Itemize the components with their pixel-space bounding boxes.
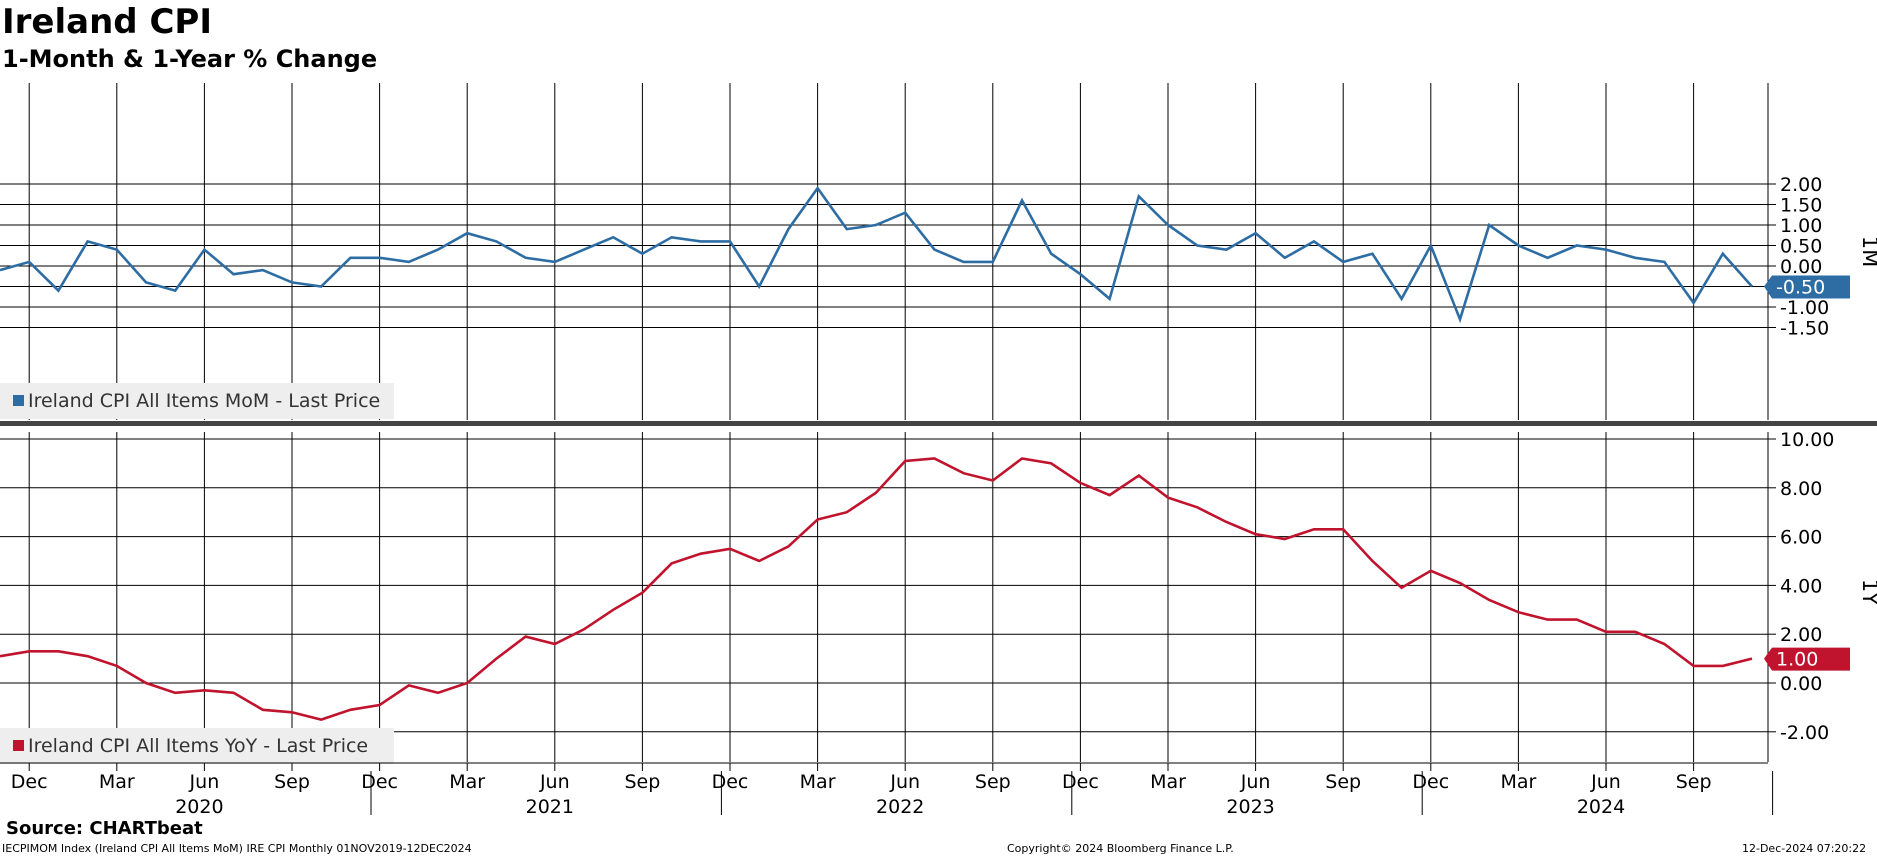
y-tick-label: 0.00 — [1780, 256, 1822, 278]
y-tick-label: 10.00 — [1780, 429, 1834, 451]
legend-swatch — [13, 740, 24, 751]
panel-label: 1Y — [1858, 579, 1877, 605]
y-tick-label: 4.00 — [1780, 575, 1822, 597]
series-line-1M — [0, 185, 1753, 324]
x-tick-label: Mar — [1500, 771, 1536, 793]
last-value-badge — [1764, 275, 1850, 299]
x-tick-label: Jun — [539, 771, 570, 793]
x-tick-label: Dec — [1412, 771, 1449, 793]
source-label: Source: CHARTbeat — [6, 818, 203, 839]
x-tick-label: Sep — [975, 771, 1011, 793]
legend-label: Ireland CPI All Items MoM - Last Price — [28, 390, 380, 412]
y-tick-label: 2.00 — [1780, 174, 1822, 196]
x-tick-label: Mar — [1150, 771, 1186, 793]
y-tick-label: 6.00 — [1780, 527, 1822, 549]
panel-label: 1M — [1858, 236, 1877, 267]
x-tick-label: Dec — [361, 771, 398, 793]
index-info: IECPIMOM Index (Ireland CPI All Items Mo… — [2, 842, 472, 855]
y-tick-label: -1.50 — [1780, 318, 1829, 340]
x-tick-label: Mar — [800, 771, 836, 793]
x-tick-label: Mar — [99, 771, 135, 793]
x-year-label: 2022 — [876, 796, 924, 818]
last-value-label: -0.50 — [1776, 277, 1825, 299]
x-tick-label: Sep — [1325, 771, 1361, 793]
y-tick-label: 0.00 — [1780, 673, 1822, 695]
y-tick-label: 8.00 — [1780, 478, 1822, 500]
last-value-badge — [1764, 647, 1850, 671]
x-tick-label: Sep — [624, 771, 660, 793]
y-tick-label: -2.00 — [1780, 722, 1829, 744]
x-year-label: 2024 — [1577, 796, 1625, 818]
last-value-label: 1.00 — [1776, 649, 1818, 671]
y-tick-label: 1.50 — [1780, 195, 1822, 217]
panel-divider — [0, 421, 1877, 426]
chart-subtitle: 1-Month & 1-Year % Change — [2, 45, 378, 73]
x-year-label: 2023 — [1226, 796, 1274, 818]
x-tick-label: Dec — [1062, 771, 1099, 793]
x-tick-label: Jun — [1590, 771, 1621, 793]
x-year-label: 2021 — [526, 796, 574, 818]
x-tick-label: Sep — [1676, 771, 1712, 793]
x-tick-label: Sep — [274, 771, 310, 793]
legend-box — [0, 728, 394, 764]
legend-swatch — [13, 395, 24, 406]
x-year-label: 2020 — [175, 796, 223, 818]
legend-label: Ireland CPI All Items YoY - Last Price — [28, 735, 368, 757]
panel-1Y: 10.00 8.00 6.00 4.00 2.00 0.00 -2.00 1.00 1Y Irel… — [0, 429, 1877, 764]
legend-box — [0, 383, 394, 419]
y-tick-label: -1.00 — [1780, 297, 1829, 319]
x-tick-label: Dec — [11, 771, 48, 793]
panel-1M: 2.001.501.000.500.00-0.50-1.00-1.50-0.50… — [0, 83, 1877, 420]
series-line-1Y — [0, 457, 1753, 721]
x-tick-label: Mar — [449, 771, 485, 793]
timestamp: 12-Dec-2024 07:20:22 — [1742, 842, 1867, 855]
chart-title: Ireland CPI — [2, 2, 212, 42]
x-tick-label: Jun — [889, 771, 920, 793]
copyright: Copyright© 2024 Bloomberg Finance L.P. — [1007, 842, 1234, 855]
x-tick-label: Jun — [189, 771, 220, 793]
y-tick-label: 0.50 — [1780, 236, 1822, 258]
y-tick-label: 2.00 — [1780, 624, 1822, 646]
x-tick-label: Dec — [712, 771, 749, 793]
x-tick-label: Jun — [1240, 771, 1271, 793]
y-tick-label: 1.00 — [1780, 215, 1822, 237]
